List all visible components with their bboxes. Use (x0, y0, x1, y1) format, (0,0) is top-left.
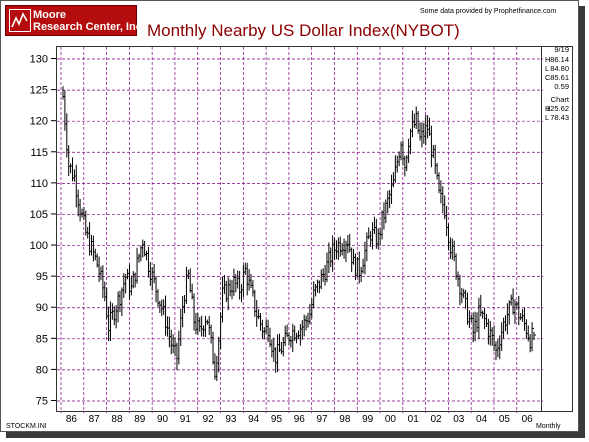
x-tick-label: 87 (89, 414, 101, 425)
footer-source-file: STOCKM.INI (6, 423, 47, 430)
y-tick-label: 95 (36, 271, 48, 283)
chart-high-value: 125.62 (546, 104, 569, 113)
footer-timeframe: Monthly (536, 423, 561, 430)
chart-card: Moore Research Center, Inc. Monthly Near… (0, 0, 579, 432)
quote-low-value: 84.80 (550, 64, 569, 73)
logo-line-2: Research Center, Inc. (33, 21, 145, 33)
x-tick-label: 04 (476, 414, 488, 425)
y-tick-label: 125 (30, 85, 48, 97)
quote-close-label: C (545, 73, 551, 82)
x-tick-label: 00 (385, 414, 397, 425)
y-tick-label: 75 (36, 396, 48, 408)
y-tick-label: 115 (30, 147, 48, 159)
x-tick-label: 89 (134, 414, 146, 425)
x-tick-label: 88 (111, 414, 123, 425)
quote-high-value: 86.14 (550, 55, 569, 64)
x-tick-label: 05 (499, 414, 511, 425)
y-tick-label: 90 (36, 302, 48, 314)
y-tick-label: 120 (30, 116, 48, 128)
chart-low-value: 78.43 (550, 113, 569, 122)
quote-panel: 9/19 H 86.14 L 84.80 C 85.61 0.59 Chart … (542, 46, 573, 412)
y-tick-label: 80 (36, 364, 48, 376)
x-tick-label: 93 (225, 414, 237, 425)
y-tick-label: 130 (30, 54, 48, 66)
chart-range-label: Chart (550, 95, 569, 104)
x-tick-label: 97 (317, 414, 329, 425)
x-tick-label: 98 (339, 414, 351, 425)
x-tick-label: 99 (362, 414, 374, 425)
y-tick-label: 110 (30, 178, 48, 190)
y-tick-label: 100 (30, 240, 48, 252)
company-logo: Moore Research Center, Inc. (5, 5, 145, 36)
plot-area (56, 46, 543, 413)
x-tick-label: 03 (453, 414, 465, 425)
x-tick-label: 06 (522, 414, 534, 425)
x-tick-label: 86 (66, 414, 78, 425)
quote-high-label: H (545, 55, 551, 64)
quote-low-label: L (545, 64, 550, 73)
price-chart (57, 47, 543, 413)
quote-date: 9/19 (554, 45, 569, 54)
x-tick-label: 95 (271, 414, 283, 425)
logo-graph-icon (9, 9, 31, 32)
chart-high-label: H (545, 104, 551, 113)
y-tick-label: 85 (36, 333, 48, 345)
quote-change-value: 0.59 (554, 82, 569, 91)
x-tick-label: 91 (180, 414, 192, 425)
x-tick-label: 92 (203, 414, 215, 425)
x-tick-label: 02 (430, 414, 442, 425)
x-tick-label: 90 (157, 414, 169, 425)
data-source-note: Some data provided by Prophetfinance.com (420, 8, 557, 15)
y-axis: 75 80 85 90 95 100 105 110 115 120 125 130 (30, 54, 56, 408)
y-tick-label: 105 (30, 209, 48, 221)
chart-title: Monthly Nearby US Dollar Index(NYBOT) (147, 21, 460, 40)
x-axis: 86 87 88 89 90 91 92 93 94 95 96 97 98 99 00 01 02 03 04 05… (66, 414, 534, 425)
chart-low-label: L (545, 113, 550, 122)
x-tick-label: 96 (294, 414, 306, 425)
x-tick-label: 94 (248, 414, 260, 425)
quote-close-value: 85.61 (550, 73, 569, 82)
x-tick-label: 01 (408, 414, 420, 425)
logo-line-1: Moore (33, 9, 66, 21)
